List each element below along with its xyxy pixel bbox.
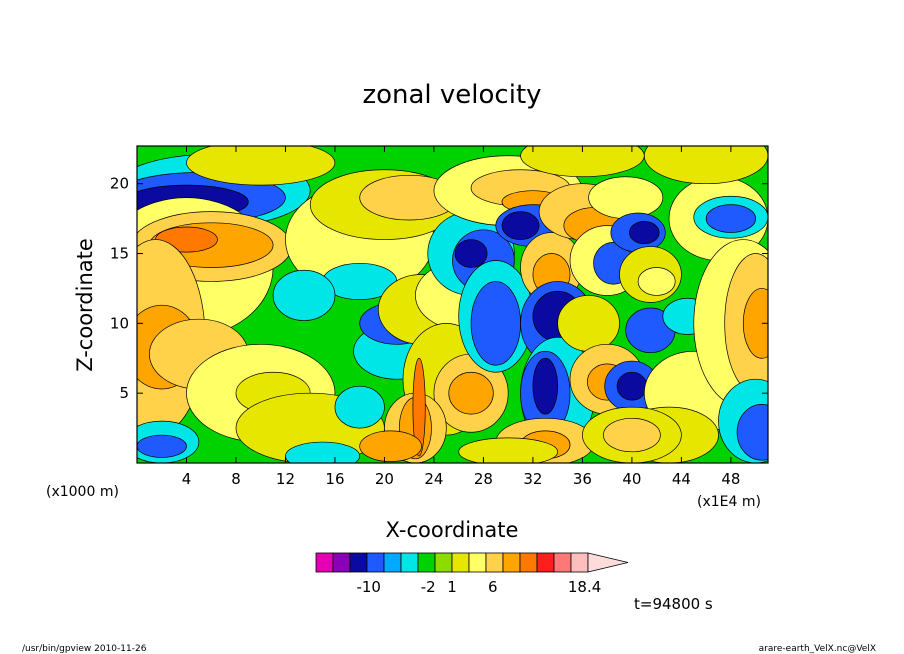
velocity-contour-region [334,385,385,429]
colorbar-swatch [332,552,351,573]
colorbar-swatch [485,552,504,573]
velocity-contour-region [736,404,768,461]
velocity-contour-region [137,434,187,458]
colorbar-swatch [519,552,538,573]
velocity-contour-region [285,441,361,463]
footer-left: /usr/bin/gpview 2010-11-26 [22,644,147,654]
colorbar-swatch [400,552,419,573]
velocity-contour-region [520,146,645,178]
time-label: t=94800 s [634,595,713,613]
velocity-contour-region [272,269,336,321]
velocity-contour-region [501,211,540,240]
colorbar-swatch [434,552,453,573]
x-tick-label: 48 [721,470,740,488]
footer-right: arare-earth_VelX.nc@VelX [759,644,876,654]
colorbar-tick-label: 18.4 [568,578,601,596]
colorbar-tick-label: -10 [356,578,381,596]
velocity-contour-region [629,221,660,245]
colorbar-swatch [383,552,402,573]
x-tick-label: 16 [325,470,344,488]
plot-area [137,146,768,463]
y-tick-label: 20 [110,175,129,193]
colorbar-tick-label: -2 [421,578,436,596]
colorbar-swatch [536,552,555,573]
colorbar-extend-arrow [587,552,629,573]
velocity-contour-region [742,288,768,359]
y-tick-label: 10 [110,314,129,332]
plot-frame [136,145,769,464]
x-tick-label: 4 [182,470,192,488]
x-tick-label: 44 [672,470,691,488]
velocity-field [137,146,768,463]
velocity-contour-region [359,430,422,462]
x-tick-label: 8 [231,470,241,488]
colorbar: -10 -2 1 6 18.4 [315,552,629,596]
colorbar-swatch [349,552,368,573]
x-unit-label: (x1E4 m) [697,494,761,510]
colorbar-tick-label: 6 [488,578,498,596]
x-axis-label: X-coordinate [386,518,519,542]
x-tick-label: 36 [573,470,592,488]
velocity-contour-region [532,357,559,415]
x-tick-label: 20 [375,470,394,488]
velocity-contour-region [470,281,521,366]
y-tick-label: 15 [110,245,129,263]
x-tick-label: 12 [276,470,295,488]
x-tick-label: 28 [474,470,493,488]
velocity-contour-region [412,357,426,457]
y-unit-label: (x1000 m) [46,484,119,500]
velocity-contour-region [454,239,488,268]
colorbar-swatch [451,552,470,573]
colorbar-swatch [468,552,487,573]
velocity-contour-region [603,417,661,453]
velocity-contour-region [458,437,559,463]
velocity-contour-region [637,267,676,296]
x-tick-label: 40 [622,470,641,488]
colorbar-swatch [366,552,385,573]
velocity-contour-region [616,371,648,401]
velocity-contour-region [705,204,756,233]
x-tick-label: 24 [424,470,443,488]
x-axis: 4 8 12 16 20 24 28 32 36 40 44 48 [182,146,740,488]
colorbar-swatch [570,552,589,573]
colorbar-swatch [417,552,436,573]
velocity-contour-region [448,371,494,415]
colorbar-swatch [553,552,572,573]
x-tick-label: 32 [523,470,542,488]
y-axis: 5 10 15 20 [110,175,768,402]
chart-title: zonal velocity [362,80,541,110]
y-tick-label: 5 [119,384,129,402]
velocity-contour-region [186,146,336,186]
colorbar-swatch [502,552,521,573]
velocity-contour-region [643,146,768,185]
colorbar-tick-label: 1 [447,578,457,596]
colorbar-swatch [315,552,334,573]
velocity-contour-region [588,176,664,219]
velocity-contour-region [557,295,620,352]
y-axis-label: Z-coordinate [73,238,97,372]
